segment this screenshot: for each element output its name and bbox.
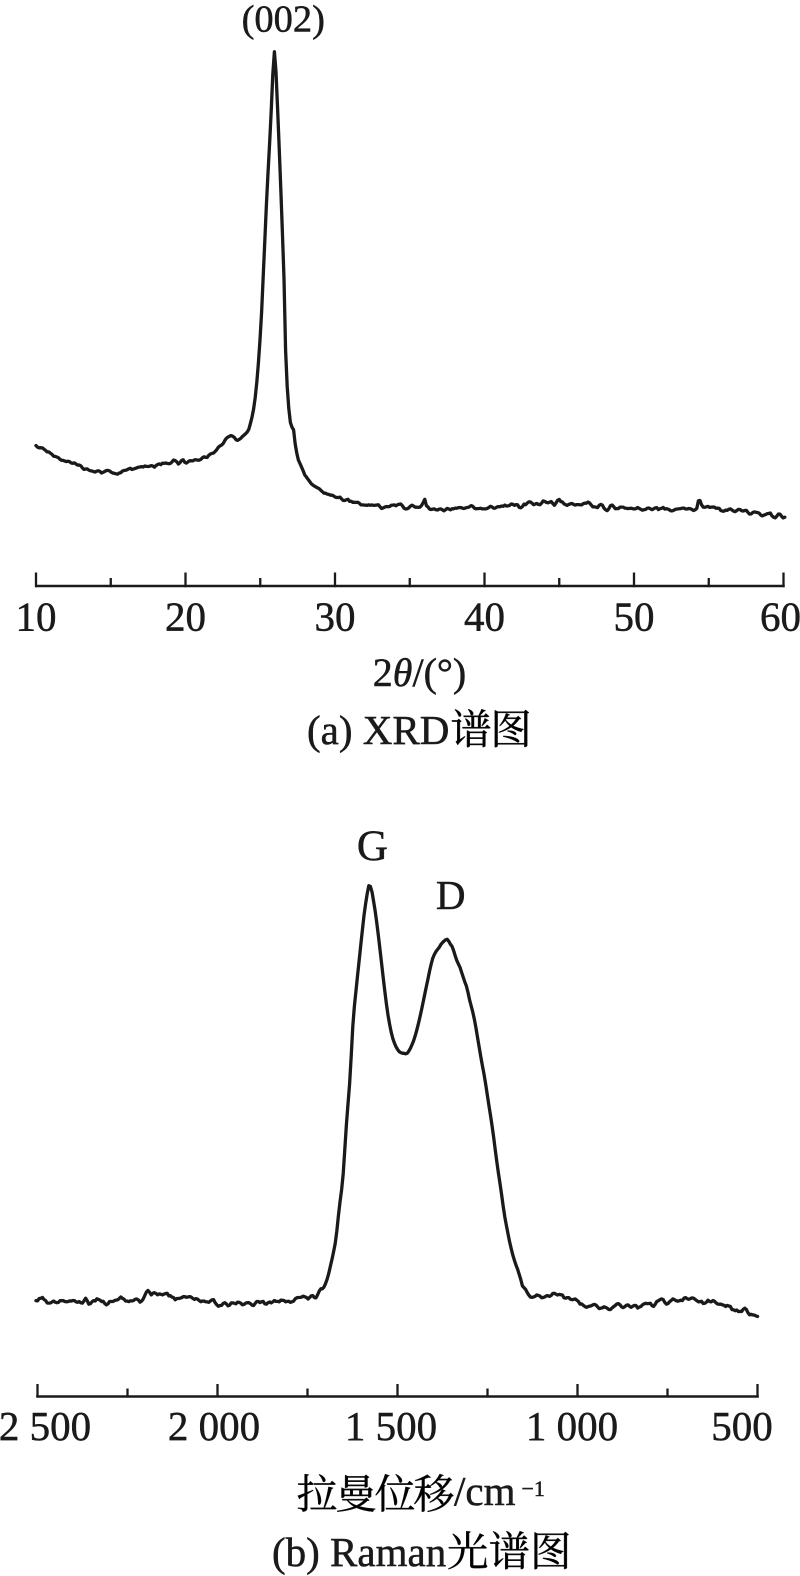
svg-text:(b) Raman: (b) Raman bbox=[272, 1529, 446, 1575]
svg-text:40: 40 bbox=[464, 594, 505, 640]
svg-text:2θ/(°): 2θ/(°) bbox=[373, 650, 466, 695]
svg-text:500: 500 bbox=[711, 1403, 773, 1449]
svg-text:(a) XRD: (a) XRD bbox=[307, 707, 449, 753]
svg-text:D: D bbox=[436, 872, 466, 918]
svg-text:2 000: 2 000 bbox=[168, 1403, 260, 1449]
svg-text:/cm: /cm bbox=[454, 1468, 516, 1514]
svg-text:(002): (002) bbox=[242, 0, 325, 41]
svg-text:1 500: 1 500 bbox=[345, 1403, 437, 1449]
svg-text:2 500: 2 500 bbox=[0, 1403, 91, 1449]
svg-text:G: G bbox=[357, 823, 388, 870]
svg-text:10: 10 bbox=[16, 594, 57, 640]
svg-text:20: 20 bbox=[165, 594, 206, 640]
svg-text:30: 30 bbox=[315, 594, 356, 640]
svg-text:1 000: 1 000 bbox=[526, 1403, 618, 1449]
svg-text:−1: −1 bbox=[522, 1476, 545, 1501]
svg-text:60: 60 bbox=[760, 594, 800, 640]
svg-text:50: 50 bbox=[614, 594, 655, 640]
